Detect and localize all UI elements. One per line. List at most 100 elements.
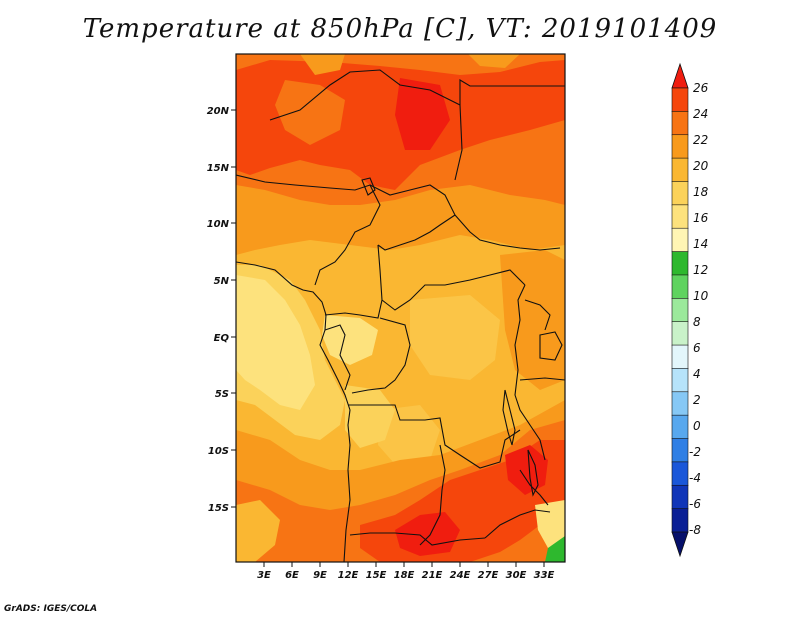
- lon-label-9e: 9E: [313, 570, 327, 581]
- colorbar-swatch: [671, 227, 689, 253]
- border-lake-chad: [361, 177, 376, 196]
- colorbar-label-8: 8: [693, 315, 701, 329]
- colorbar-swatch: [671, 344, 689, 370]
- border-uganda: [524, 299, 551, 331]
- colorbar-label-neg2: -2: [689, 445, 701, 459]
- colorbar-swatch: [671, 414, 689, 440]
- temp-zone-sahel-20: [236, 185, 565, 255]
- lon-label-3e: 3E: [257, 570, 271, 581]
- temp-zone-north-22-patch: [275, 80, 345, 145]
- lon-label-21e: 21E: [422, 570, 443, 581]
- border-zambia-zimbabwe: [484, 509, 551, 539]
- colorbar-swatch: [671, 157, 689, 183]
- colorbar-swatch: [671, 321, 689, 346]
- colorbar: 26 24 22 20 18 16 14 12 10 8 6 4 2 0 -2 …: [671, 62, 709, 558]
- colorbar-label-0: 0: [693, 419, 701, 433]
- colorbar-swatch: [671, 368, 689, 393]
- border-niger-chad: [269, 69, 463, 181]
- colorbar-swatch: [671, 87, 689, 112]
- border-lake-victoria: [539, 331, 563, 361]
- colorbar-swatch: [671, 484, 689, 510]
- colorbar-swatch: [671, 298, 689, 323]
- border-nigeria-east: [236, 174, 381, 286]
- longitude-axis: 3E 6E 9E 12E 15E 18E 21E 24E 27E 30E 33E: [257, 562, 555, 581]
- temp-zone-southeast-18: [535, 500, 565, 548]
- border-angola-drc: [348, 404, 521, 469]
- lat-label-15s: 15S: [208, 503, 229, 514]
- lon-label-27e: 27E: [478, 570, 499, 581]
- colorbar-label-6: 6: [693, 341, 701, 355]
- temp-zone-north-26: [395, 78, 450, 150]
- colorbar-label-24: 24: [693, 107, 708, 121]
- border-angola-namibia: [349, 532, 486, 546]
- colorbar-swatch: [671, 508, 689, 533]
- colorbar-swatch: [671, 391, 689, 416]
- border-lake-tanganyika: [502, 389, 516, 446]
- border-car-south: [377, 244, 526, 311]
- colorbar-label-22: 22: [693, 133, 708, 147]
- colorbar-top-arrow: [671, 62, 689, 89]
- coastline-west: [236, 261, 351, 562]
- colorbar-label-20: 20: [693, 159, 709, 173]
- colorbar-swatch: [671, 438, 689, 463]
- temp-zone-south-26: [395, 512, 460, 556]
- colorbar-swatch: [671, 134, 689, 159]
- map-title: Temperature at 850hPa [C], VT: 201910140…: [82, 14, 718, 44]
- temperature-field: [236, 54, 565, 562]
- temp-zone-southeast-12: [545, 536, 565, 562]
- temp-zone-angola-coast-18: [236, 500, 280, 562]
- temp-zone-north-20-patch: [300, 54, 345, 75]
- border-cameroon-congo: [324, 299, 383, 319]
- lat-label-5s: 5S: [215, 389, 229, 400]
- colorbar-label-14: 14: [693, 237, 708, 251]
- colorbar-label-2: 2: [693, 393, 701, 407]
- border-drc-east: [514, 284, 546, 461]
- colorbar-bottom-arrow: [671, 531, 689, 558]
- colorbar-label-12: 12: [693, 263, 708, 277]
- border-gabon: [324, 324, 351, 391]
- latitude-axis: 20N 15N 10N 5N EQ 5S 10S 15S: [207, 106, 236, 514]
- temp-zone-gabon-16: [322, 315, 378, 365]
- grads-credit: GrADS: IGES/COLA: [4, 604, 98, 614]
- temp-zone-west-14: [236, 275, 315, 410]
- lon-label-15e: 15E: [366, 570, 387, 581]
- lon-label-6e: 6E: [285, 570, 299, 581]
- temp-zone-basin-18a: [410, 295, 500, 380]
- map-frame: [235, 53, 566, 563]
- lon-label-12e: 12E: [338, 570, 359, 581]
- border-congo-drc: [351, 317, 411, 394]
- lat-label-eq: EQ: [214, 333, 230, 344]
- colorbar-swatch: [671, 181, 689, 206]
- colorbar-label-18: 18: [693, 185, 709, 199]
- lat-label-20n: 20N: [207, 106, 230, 117]
- colorbar-labels: 26 24 22 20 18 16 14 12 10 8 6 4 2 0 -2 …: [689, 81, 709, 537]
- colorbar-label-26: 26: [693, 81, 709, 95]
- lon-label-24e: 24E: [450, 570, 471, 581]
- colorbar-label-4: 4: [693, 367, 701, 381]
- lat-label-10s: 10S: [208, 446, 229, 457]
- colorbar-label-10: 10: [693, 289, 709, 303]
- lat-label-15n: 15N: [207, 163, 230, 174]
- border-sudan-southsudan: [454, 214, 561, 251]
- colorbar-swatch: [671, 251, 689, 276]
- country-borders: [236, 69, 565, 562]
- colorbar-swatches: [671, 62, 689, 558]
- lon-label-30e: 30E: [506, 570, 527, 581]
- border-chad-sudan: [459, 79, 565, 105]
- colorbar-label-neg6: -6: [689, 497, 701, 511]
- colorbar-swatch: [671, 111, 689, 136]
- border-lake-malawi: [527, 449, 539, 497]
- lat-label-10n: 10N: [207, 219, 230, 230]
- lon-label-18e: 18E: [394, 570, 415, 581]
- border-tanzania: [519, 377, 565, 381]
- lon-label-33e: 33E: [534, 570, 555, 581]
- colorbar-label-16: 16: [693, 211, 709, 225]
- colorbar-swatch: [671, 461, 689, 486]
- colorbar-label-neg4: -4: [689, 471, 701, 485]
- temp-zone-basin-18b: [378, 405, 440, 470]
- temp-zone-north-20-patch2: [468, 54, 520, 68]
- border-angola-zambia: [419, 444, 446, 546]
- colorbar-label-neg8: -8: [689, 523, 701, 537]
- lat-label-5n: 5N: [214, 276, 230, 287]
- colorbar-swatch: [671, 204, 689, 229]
